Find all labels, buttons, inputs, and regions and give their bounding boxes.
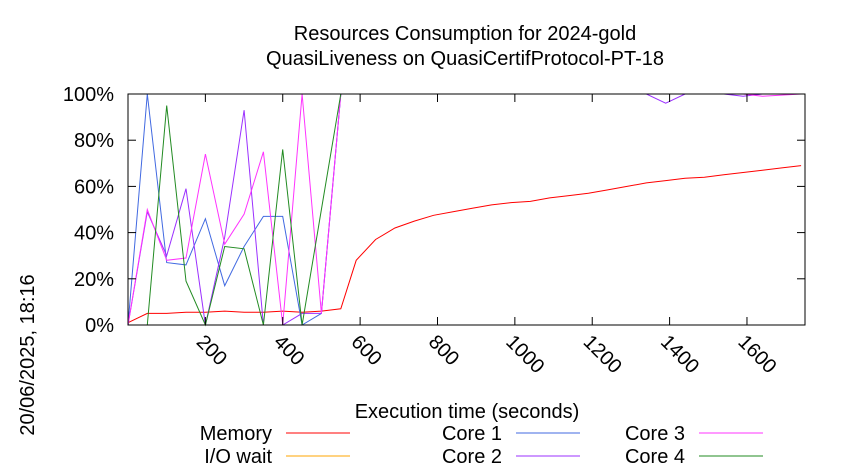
y-tick-label: 0% xyxy=(85,315,114,337)
x-tick-label: 800 xyxy=(424,331,463,370)
chart-title-line1: Resources Consumption for 2024-gold xyxy=(294,23,636,45)
legend-label-memory: Memory xyxy=(200,423,272,445)
legend-label-core-3: Core 3 xyxy=(625,423,685,445)
x-tick-label: 1400 xyxy=(656,331,703,378)
x-axis: 200 400 600 800 1000 1200 1400 1600 xyxy=(192,94,780,378)
y-tick-label: 100% xyxy=(63,84,114,106)
x-tick-label: 1600 xyxy=(733,331,780,378)
y-tick-label: 40% xyxy=(74,223,114,245)
x-tick-label: 600 xyxy=(347,331,386,370)
series-line-memory xyxy=(127,165,802,324)
x-tick-label: 200 xyxy=(192,331,231,370)
x-axis-label: Execution time (seconds) xyxy=(355,401,580,423)
y-axis: 0% 20% 40% 60% 80% 100% xyxy=(63,84,805,337)
plot-lines xyxy=(127,93,802,327)
legend-label-core-2: Core 2 xyxy=(442,446,502,468)
y-tick-label: 20% xyxy=(74,269,114,291)
legend-label-core-1: Core 1 xyxy=(442,423,502,445)
y-tick-label: 60% xyxy=(74,176,114,198)
series-line-core-4 xyxy=(128,93,802,327)
chart-title-line2: QuasiLiveness on QuasiCertifProtocol-PT-… xyxy=(266,48,664,70)
x-tick-label: 1000 xyxy=(501,331,548,378)
legend-label-core-4: Core 4 xyxy=(625,446,685,468)
legend-label-i-o-wait: I/O wait xyxy=(204,446,272,468)
x-tick-label: 400 xyxy=(269,331,308,370)
x-tick-label: 1200 xyxy=(579,331,626,378)
y-tick-label: 80% xyxy=(74,130,114,152)
plot-frame xyxy=(127,93,806,326)
timestamp-label: 20/06/2025, 18:16 xyxy=(17,274,39,435)
